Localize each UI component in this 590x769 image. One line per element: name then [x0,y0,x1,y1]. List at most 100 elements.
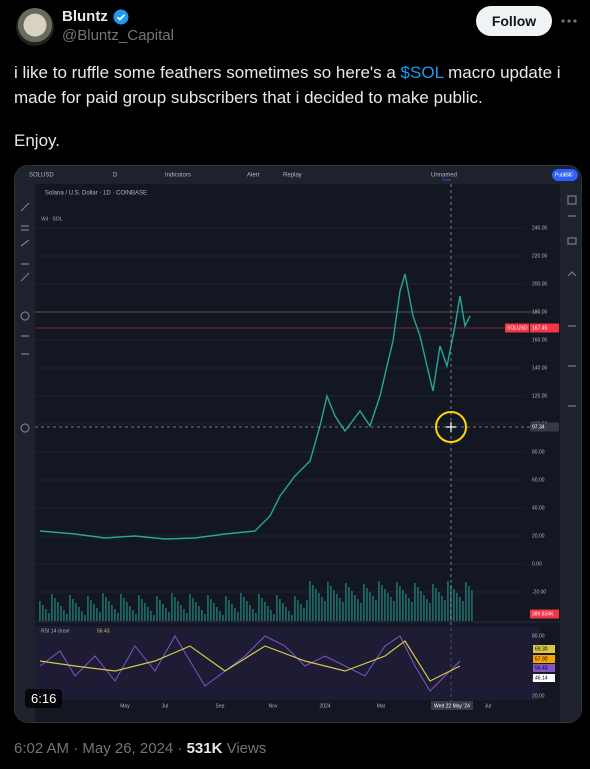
price-tag [530,609,559,619]
volume-bar [102,593,104,621]
timestamp[interactable]: 6:02 AM · May 26, 2024 · [14,740,187,757]
time-tick-label: May [120,703,130,709]
volume-bar [363,584,365,621]
volume-bar [150,611,152,621]
verified-badge [113,9,129,25]
volume-bar [222,615,224,621]
volume-bar [357,599,359,621]
volume-bar [342,602,344,621]
volume-bar [219,611,221,621]
volume-bar [399,586,401,621]
volume-bar [282,603,284,621]
time-tick-label: Nov [269,703,278,709]
volume-bar [378,581,380,621]
volume-bar [273,614,275,621]
crosshair-date: Wed 22 May '24 [434,703,470,709]
volume-bar [381,585,383,621]
rsi-tag [533,664,555,672]
rsi-tag [533,645,555,653]
volume-bar [255,613,257,621]
volume-bar [93,604,95,621]
volume-bar [141,599,143,621]
volume-bar [249,605,251,621]
avatar[interactable] [16,8,54,46]
volume-bar [63,610,65,621]
volume-bar [279,599,281,621]
volume-bar [237,612,239,621]
volume-bar [186,613,188,621]
price-tick-label: 240.00 [532,225,548,231]
volume-bar [258,594,260,621]
volume-bar [135,614,137,621]
volume-bar [276,595,278,621]
rsi-tag: 69.30 [535,646,548,652]
author-handle[interactable]: @Bluntz_Capital [62,27,174,44]
volume-bar [144,603,146,621]
volume-bar [72,599,74,621]
volume-bar [435,588,437,621]
price-tag: 389.834K [532,611,554,617]
text: i like to ruffle some feathers sometimes… [14,63,401,82]
volume-bar [240,593,242,621]
volume-bar [120,594,122,621]
toolbar-item: Save [442,177,452,182]
price-tag [505,323,529,333]
volume-bar [204,614,206,621]
volume-bar [312,585,314,621]
volume-bar [420,591,422,621]
volume-bar [96,608,98,621]
volume-bar [348,587,350,621]
more-button[interactable] [560,14,578,28]
volume-bar [234,608,236,621]
author-name[interactable]: Bluntz [62,8,108,25]
chart-screenshot: SOLUSD D Indicators Alert Replay Unnamed USD Sa… [15,166,581,722]
rsi-tag: 46.14 [535,675,548,681]
volume-bar [123,598,125,621]
rsi-tag [533,655,555,663]
volume-bar [105,597,107,621]
follow-button[interactable]: Follow [476,6,552,36]
volume-bar [45,609,47,621]
volume-bar [117,613,119,621]
volume-bar [270,610,272,621]
volume-bar [198,606,200,621]
volume-bar [354,595,356,621]
volume-bar [321,597,323,621]
volume-bar [156,596,158,621]
volume-bar [333,590,335,621]
volume-bar [309,581,311,621]
volume-bar [90,600,92,621]
volume-bar [54,598,56,621]
price-tick-label: 120.00 [532,393,548,399]
price-tick-label: 40.00 [532,505,545,511]
price-tick-label: 0.00 [532,561,542,567]
volume-bar [285,607,287,621]
volume-bar [369,592,371,621]
volume-bar [246,601,248,621]
cashtag[interactable]: $SOL [400,63,444,82]
price-tick-label: 80.00 [532,449,545,455]
volume-bar [411,602,413,621]
volume-bar [261,598,263,621]
rsi-label: RSI 14 close [41,628,70,634]
volume-bar [81,611,83,621]
volume-bar [162,604,164,621]
volume-bar [147,607,149,621]
time-tick-label: Sep [216,703,225,709]
toolbar-item: Alert [247,173,260,179]
volume-bar [99,612,101,621]
volume-bar [456,593,458,621]
volume-bar [87,596,89,621]
toolbar-item: Unnamed [431,173,457,179]
volume-bar [51,594,53,621]
volume-bar [129,606,131,621]
volume-bar [294,596,296,621]
volume-bar [39,601,41,621]
toolbar-item: D [113,173,118,179]
volume-bar [177,601,179,621]
volume-bar [330,586,332,621]
video[interactable]: SOLUSD D Indicators Alert Replay Unnamed USD Sa… [14,165,582,723]
time-tick-label: Jul [485,703,491,709]
volume-bar [417,587,419,621]
volume-bar [300,604,302,621]
